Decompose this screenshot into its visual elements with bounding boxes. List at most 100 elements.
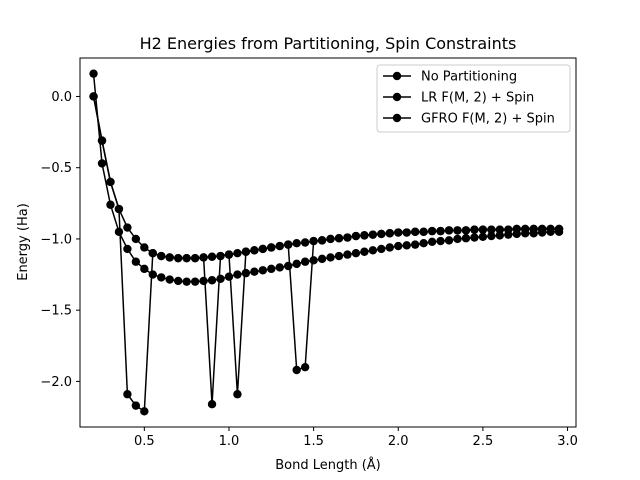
legend-marker [392, 113, 402, 123]
data-point [351, 248, 361, 258]
data-point [267, 264, 276, 274]
data-point [453, 234, 462, 244]
data-point [233, 270, 242, 279]
y-tick-label: −2.0 [40, 375, 72, 390]
data-point [487, 225, 496, 234]
data-point [360, 247, 369, 256]
data-point [334, 251, 344, 261]
data-point [444, 236, 454, 245]
data-point [402, 228, 411, 237]
data-point [478, 225, 488, 234]
data-point [436, 236, 445, 246]
data-point [554, 224, 564, 234]
data-point [309, 236, 318, 246]
legend-label: GFRO F(M, 2) + Spin [421, 112, 555, 127]
data-point [461, 234, 471, 243]
chart-title: H2 Energies from Partitioning, Spin Cons… [140, 34, 517, 53]
data-point [487, 231, 496, 241]
x-tick-label: 3.0 [557, 434, 578, 449]
data-point [300, 238, 310, 247]
data-point [250, 246, 259, 255]
data-point [148, 248, 157, 258]
data-point [300, 362, 310, 372]
data-point [377, 244, 386, 254]
data-point [326, 253, 335, 262]
legend: No Partitioning LR F(M, 2) + Spin GFRO F(M… [376, 64, 571, 133]
y-axis: 0.0 −0.5 −1.0 −1.5 −2.0 [40, 90, 80, 390]
data-point [140, 407, 149, 416]
x-tick-label: 1.0 [219, 434, 240, 449]
data-point [419, 227, 428, 237]
data-point [123, 244, 132, 254]
data-point [131, 401, 141, 410]
data-point [106, 200, 115, 209]
data-point [241, 247, 251, 256]
data-point [114, 227, 124, 237]
data-point [385, 229, 394, 238]
series-2 [89, 92, 564, 416]
data-point [224, 272, 234, 281]
data-point [97, 159, 107, 168]
data-point [157, 251, 166, 261]
data-point [385, 243, 394, 252]
data-point [292, 365, 301, 375]
data-point [190, 277, 200, 286]
data-point [275, 263, 284, 272]
data-point [224, 250, 234, 259]
data-point [394, 228, 403, 237]
data-point [334, 234, 344, 243]
data-point [317, 254, 327, 264]
x-tick-label: 2.0 [388, 434, 409, 449]
data-point [199, 253, 208, 262]
data-point [165, 275, 174, 284]
data-point [89, 69, 98, 78]
plot-area [89, 69, 564, 416]
data-point [157, 273, 166, 282]
data-point [326, 234, 335, 244]
data-point [436, 226, 445, 236]
data-point [207, 276, 217, 285]
y-tick-label: −1.5 [40, 304, 72, 319]
data-point [495, 225, 505, 234]
x-axis: 0.5 1.0 1.5 2.0 2.5 3.0 [134, 427, 578, 449]
data-point [284, 261, 293, 271]
data-point [114, 204, 124, 214]
series-0 [89, 69, 564, 286]
data-point [427, 237, 437, 246]
data-point [140, 243, 149, 252]
data-point [216, 251, 225, 261]
data-point [368, 246, 378, 255]
x-tick-label: 0.5 [134, 434, 155, 449]
data-point [351, 231, 361, 241]
data-point [470, 225, 479, 234]
data-point [478, 232, 488, 242]
legend-label: No Partitioning [421, 70, 517, 85]
data-point [233, 390, 242, 399]
data-point [317, 236, 327, 245]
data-point [131, 257, 141, 266]
data-point [343, 233, 352, 242]
data-point [275, 241, 284, 251]
data-point [360, 231, 369, 240]
data-point [410, 227, 420, 237]
data-point [284, 240, 293, 249]
data-point [97, 136, 107, 145]
data-point [207, 252, 217, 261]
data-point [165, 253, 174, 262]
data-point [258, 266, 268, 275]
data-point [148, 270, 157, 279]
data-point [461, 226, 471, 235]
data-point [292, 239, 301, 248]
data-point [199, 276, 208, 286]
data-point [131, 234, 141, 244]
data-point [173, 253, 183, 263]
data-point [368, 230, 378, 239]
legend-label: LR F(M, 2) + Spin [421, 91, 534, 106]
x-axis-label: Bond Length (Å) [275, 457, 381, 473]
x-tick-label: 2.5 [473, 434, 494, 449]
y-tick-label: 0.0 [51, 90, 72, 105]
data-point [427, 226, 437, 236]
data-point [419, 239, 428, 248]
y-tick-label: −0.5 [40, 161, 72, 176]
